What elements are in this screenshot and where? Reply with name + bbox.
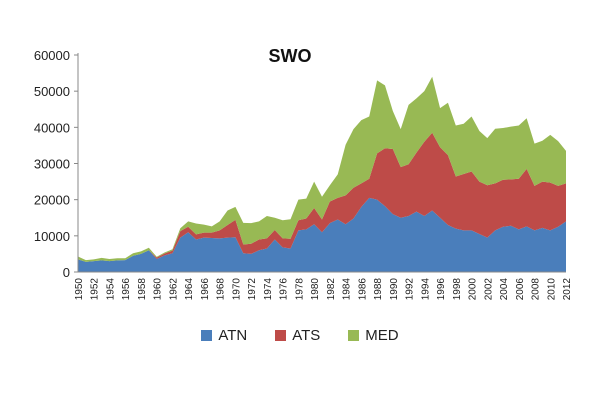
x-tick-label: 1976: [279, 278, 290, 301]
y-tick-labels: 0 10000 20000 30000 40000 50000 60000: [34, 48, 70, 280]
y-tick-label: 60000: [34, 48, 70, 63]
x-tick-label: 2004: [499, 278, 510, 301]
x-tick-label: 1996: [436, 278, 447, 301]
series-areas: [78, 76, 566, 272]
x-tick-label: 2012: [562, 278, 573, 301]
y-tick-label: 0: [63, 265, 70, 280]
x-tick-label: 1968: [216, 278, 227, 301]
legend-swatch: [275, 330, 287, 341]
y-tick-label: 50000: [34, 84, 70, 99]
x-tick-label: 2000: [468, 278, 479, 301]
x-tick-label: 1978: [294, 278, 305, 301]
legend-swatch: [348, 330, 360, 341]
x-tick-label: 1952: [90, 278, 101, 301]
x-tick-labels: 1950 1952 1954 1956 1958 1960 1962 1964 1966 1968…: [74, 278, 573, 301]
y-tick-label: 10000: [34, 229, 70, 244]
x-tick-label: 1994: [420, 278, 431, 301]
x-tick-label: 1966: [200, 278, 211, 301]
x-tick-label: 1950: [74, 278, 85, 301]
x-tick-label: 1970: [231, 278, 242, 301]
x-tick-label: 2008: [531, 278, 542, 301]
x-tick-label: 1980: [310, 278, 321, 301]
x-tick-label: 2010: [546, 278, 557, 301]
x-tick-label: 1982: [326, 278, 337, 301]
y-tick-label: 20000: [34, 193, 70, 208]
legend-item-atn: ATN: [201, 327, 247, 344]
legend-swatch: [201, 330, 213, 341]
x-tick-label: 1962: [168, 278, 179, 301]
legend-label: ATS: [292, 327, 321, 344]
x-tick-label: 1984: [342, 278, 353, 301]
x-tick-label: 2002: [483, 278, 494, 301]
axes: [74, 53, 566, 273]
y-tick-label: 40000: [34, 120, 70, 135]
x-tick-label: 1992: [405, 278, 416, 301]
x-tick-label: 2006: [515, 278, 526, 301]
x-tick-label: 1954: [105, 278, 116, 301]
x-tick-label: 1990: [389, 278, 400, 301]
legend: ATN ATS MED: [0, 327, 600, 344]
x-tick-label: 1998: [452, 278, 463, 301]
area-series-ats: [78, 132, 566, 262]
legend-label: ATN: [218, 327, 248, 344]
legend-item-med: MED: [348, 327, 399, 344]
x-tick-label: 1960: [153, 278, 164, 301]
x-tick-label: 1974: [263, 278, 274, 301]
area-series-med: [78, 76, 566, 262]
chart-title: SWO: [269, 46, 312, 66]
area-series-atn: [78, 197, 566, 272]
x-tick-label: 1986: [357, 278, 368, 301]
x-tick-label: 1956: [121, 278, 132, 301]
legend-label: MED: [365, 327, 399, 344]
x-tick-label: 1964: [184, 278, 195, 301]
x-tick-label: 1988: [373, 278, 384, 301]
x-tick-label: 1972: [247, 278, 258, 301]
x-tick-label: 1958: [137, 278, 148, 301]
legend-item-ats: ATS: [275, 327, 320, 344]
y-tick-label: 30000: [34, 157, 70, 172]
